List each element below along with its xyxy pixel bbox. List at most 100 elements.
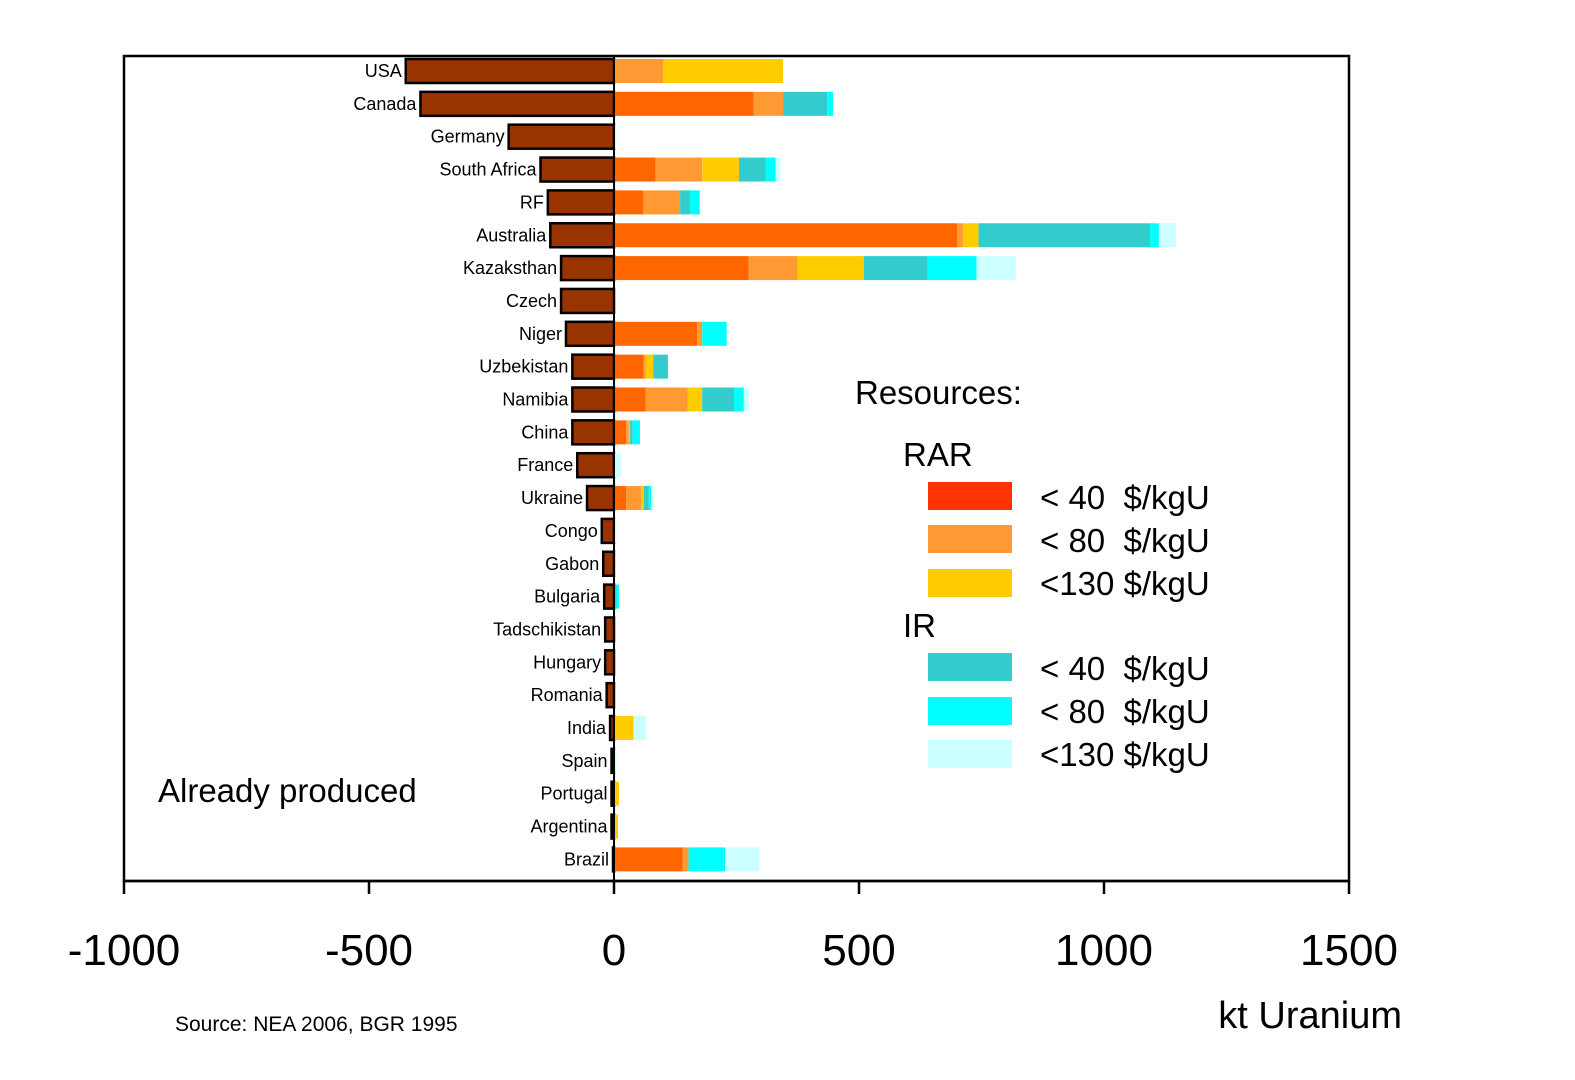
bar-produced-czech <box>559 287 616 315</box>
bar-ir-130-kgu-south-africa <box>775 157 781 182</box>
bar-rar-130-kgu-ukraine <box>640 486 644 511</box>
legend-swatch-rar-130 <box>928 569 1012 597</box>
bar-rar-80-kgu-south-africa <box>655 157 703 182</box>
bar-ir-40-kgu-canada <box>783 91 828 116</box>
bar-rar-40-kgu-brazil <box>614 847 683 872</box>
bar-ir-130-kgu-ukraine <box>651 486 654 511</box>
bar-rar-130-kgu-australia <box>962 223 979 248</box>
bar-ir-80-kgu-canada <box>827 91 834 116</box>
bar-produced-ukraine <box>585 484 616 512</box>
bar-ir-80-kgu-ukraine <box>648 486 652 511</box>
bar-rar-80-kgu-namibia <box>645 387 688 412</box>
bar-produced-gabon <box>601 550 616 577</box>
bar-produced-france <box>576 451 616 479</box>
bar-ir-40-kgu-china <box>630 420 633 445</box>
bar-rar-130-kgu-portugal <box>614 781 619 806</box>
category-label-canada: Canada <box>353 94 417 114</box>
x-tick-label: -500 <box>325 926 413 975</box>
category-label-uzbekistan: Uzbekistan <box>479 357 568 377</box>
bar-ir-40-kgu-kazaksthan <box>863 256 928 281</box>
legend-swatch-ir-40 <box>928 653 1012 681</box>
bar-ir-80-kgu-australia <box>1150 223 1159 248</box>
bar-produced-namibia <box>571 386 616 413</box>
bar-rar-40-kgu-rf <box>614 190 644 215</box>
legend-swatch-ir-130 <box>928 740 1012 768</box>
bar-produced-canada <box>419 90 616 118</box>
bar-ir-40-kgu-rf <box>680 190 690 215</box>
bar-produced-congo <box>600 517 616 545</box>
bar-produced-kazaksthan <box>559 254 616 282</box>
bar-rar-130-kgu-usa <box>663 59 784 83</box>
legend: Resources: RAR IR < 40 $/kgU < 80 $/kgU … <box>855 374 1210 773</box>
x-tick-label: -1000 <box>68 926 181 975</box>
legend-group-ir: IR <box>903 607 936 644</box>
bar-rar-80-kgu-kazaksthan <box>748 256 798 281</box>
bar-ir-130-kgu-france <box>614 453 622 478</box>
bar-rar-80-kgu-usa <box>614 59 663 83</box>
category-label-namibia: Namibia <box>502 390 569 410</box>
category-label-czech: Czech <box>506 291 557 311</box>
bar-produced-china <box>571 419 616 446</box>
bar-rar-80-kgu-canada <box>753 91 784 116</box>
bar-produced-tadschikistan <box>603 616 616 643</box>
bar-produced-niger <box>564 320 616 348</box>
bar-ir-80-kgu-south-africa <box>765 157 776 182</box>
legend-label-ir-40: < 40 $/kgU <box>1040 650 1210 687</box>
category-label-argentina: Argentina <box>530 817 608 837</box>
bar-rar-40-kgu-uzbekistan <box>614 354 644 379</box>
bar-rar-40-kgu-niger <box>614 321 698 346</box>
bar-ir-40-kgu-namibia <box>702 387 735 412</box>
category-label-congo: Congo <box>545 521 598 541</box>
bar-ir-130-kgu-namibia <box>743 387 749 412</box>
bar-rar-80-kgu-rf <box>643 190 681 215</box>
bar-rar-40-kgu-canada <box>614 91 754 116</box>
category-label-usa: USA <box>365 61 402 81</box>
bar-rar-130-kgu-kazaksthan <box>797 256 864 281</box>
legend-label-rar-130: <130 $/kgU <box>1040 565 1210 602</box>
already-produced-annotation: Already produced <box>158 772 417 809</box>
x-axis: -1000 -500 0 500 1000 1500 <box>68 879 1398 975</box>
bar-ir-40-kgu-bulgaria <box>614 584 617 609</box>
bar-ir-80-kgu-brazil <box>688 847 726 872</box>
bar-ir-130-kgu-brazil <box>725 847 760 872</box>
category-label-south-africa: South Africa <box>439 160 537 180</box>
legend-group-rar: RAR <box>903 436 973 473</box>
category-label-tadschikistan: Tadschikistan <box>493 619 601 639</box>
bar-produced-uzbekistan <box>571 353 616 380</box>
bar-rar-130-kgu-namibia <box>687 387 703 412</box>
legend-swatch-rar-80 <box>928 525 1012 553</box>
bar-ir-80-kgu-niger <box>702 321 727 346</box>
legend-swatch-ir-80 <box>928 697 1012 725</box>
bar-ir-130-kgu-congo <box>614 518 617 543</box>
x-axis-label: kt Uranium <box>1218 995 1402 1037</box>
bar-ir-40-kgu-uzbekistan <box>653 354 668 379</box>
x-tick-label: 0 <box>602 926 626 975</box>
legend-title: Resources: <box>855 374 1022 411</box>
bar-ir-80-kgu-namibia <box>734 387 744 412</box>
bar-ir-130-kgu-australia <box>1158 223 1177 248</box>
bar-ir-130-kgu-spain <box>614 748 617 773</box>
bar-rar-80-kgu-brazil <box>682 847 689 872</box>
legend-label-rar-40: < 40 $/kgU <box>1040 479 1210 516</box>
bar-ir-130-kgu-india <box>633 716 646 740</box>
category-labels: USA Canada Germany South Africa RF Australia K… <box>353 61 609 869</box>
bar-produced-bulgaria <box>602 583 616 610</box>
category-label-romania: Romania <box>531 685 604 705</box>
bar-rar-130-kgu-china <box>628 420 631 445</box>
category-label-niger: Niger <box>519 324 562 344</box>
bar-rar-80-kgu-uzbekistan <box>643 354 646 379</box>
bar-rar-40-kgu-south-africa <box>614 157 656 182</box>
bar-rar-80-kgu-australia <box>957 223 963 248</box>
category-label-brazil: Brazil <box>564 849 609 869</box>
category-label-kazaksthan: Kazaksthan <box>463 258 557 278</box>
bar-rar-130-kgu-south-africa <box>702 157 739 182</box>
category-label-portugal: Portugal <box>541 784 608 804</box>
category-label-france: France <box>517 455 573 475</box>
category-label-germany: Germany <box>431 127 505 147</box>
bar-rar-130-kgu-romania <box>614 683 616 708</box>
category-label-australia: Australia <box>476 225 547 245</box>
bar-rar-80-kgu-niger <box>697 321 703 346</box>
x-tick-label: 1000 <box>1055 926 1153 975</box>
category-label-gabon: Gabon <box>545 554 599 574</box>
